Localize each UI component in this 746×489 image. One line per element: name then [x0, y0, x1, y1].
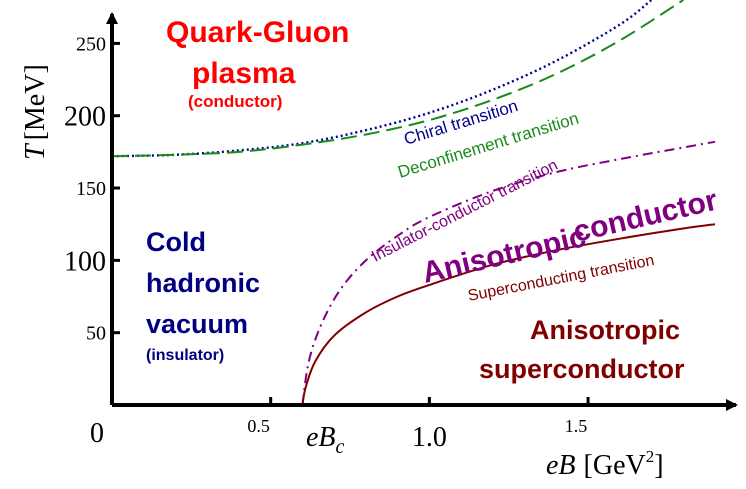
region-cold-hadronic-vacuum: Cold hadronic vacuum (insulator)	[146, 227, 260, 364]
x-tick-label: 0.5	[247, 416, 270, 436]
region-superconductor-line-1: Anisotropic	[530, 315, 680, 345]
region-anisotropic-superconductor: Anisotropic superconductor	[479, 315, 685, 384]
region-qgp-line-1: Quark-Gluon	[166, 16, 349, 49]
insulator-conductor-transition-curve	[301, 140, 716, 405]
superconducting-transition-curve	[301, 223, 716, 405]
y-tick-label: 200	[64, 102, 106, 133]
axis-ticks: 0.5 1.0 1.5 50 100 150 200 250	[64, 33, 590, 453]
y-axis-label: T[MeV]	[20, 64, 51, 160]
deconfinement-transition-curve	[112, 0, 684, 158]
region-vacuum-line-3: vacuum	[146, 309, 248, 339]
region-vacuum-sub: (insulator)	[146, 347, 224, 364]
region-vacuum-line-2: hadronic	[146, 268, 260, 298]
region-superconductor-line-2: superconductor	[479, 354, 685, 384]
x-axis-label: eB [GeV2]	[546, 447, 664, 481]
y-tick-label: 250	[76, 33, 106, 55]
transition-curves	[112, 0, 716, 405]
x-tick-label: 1.5	[565, 416, 588, 436]
region-qgp-line-2: plasma	[192, 57, 296, 90]
y-tick-label: 50	[86, 323, 106, 345]
y-tick-label: 100	[64, 246, 106, 277]
region-conductor-line-1: conductor	[570, 184, 721, 249]
region-vacuum-line-1: Cold	[146, 227, 206, 257]
y-tick-label: 150	[76, 178, 106, 200]
x-tick-label: 1.0	[412, 422, 447, 453]
region-qgp-sub: (conductor)	[188, 92, 282, 111]
region-quark-gluon-plasma: Quark-Gluon plasma (conductor)	[166, 16, 349, 111]
critical-field-label: eBc	[306, 422, 345, 458]
origin-label: 0	[90, 418, 104, 449]
